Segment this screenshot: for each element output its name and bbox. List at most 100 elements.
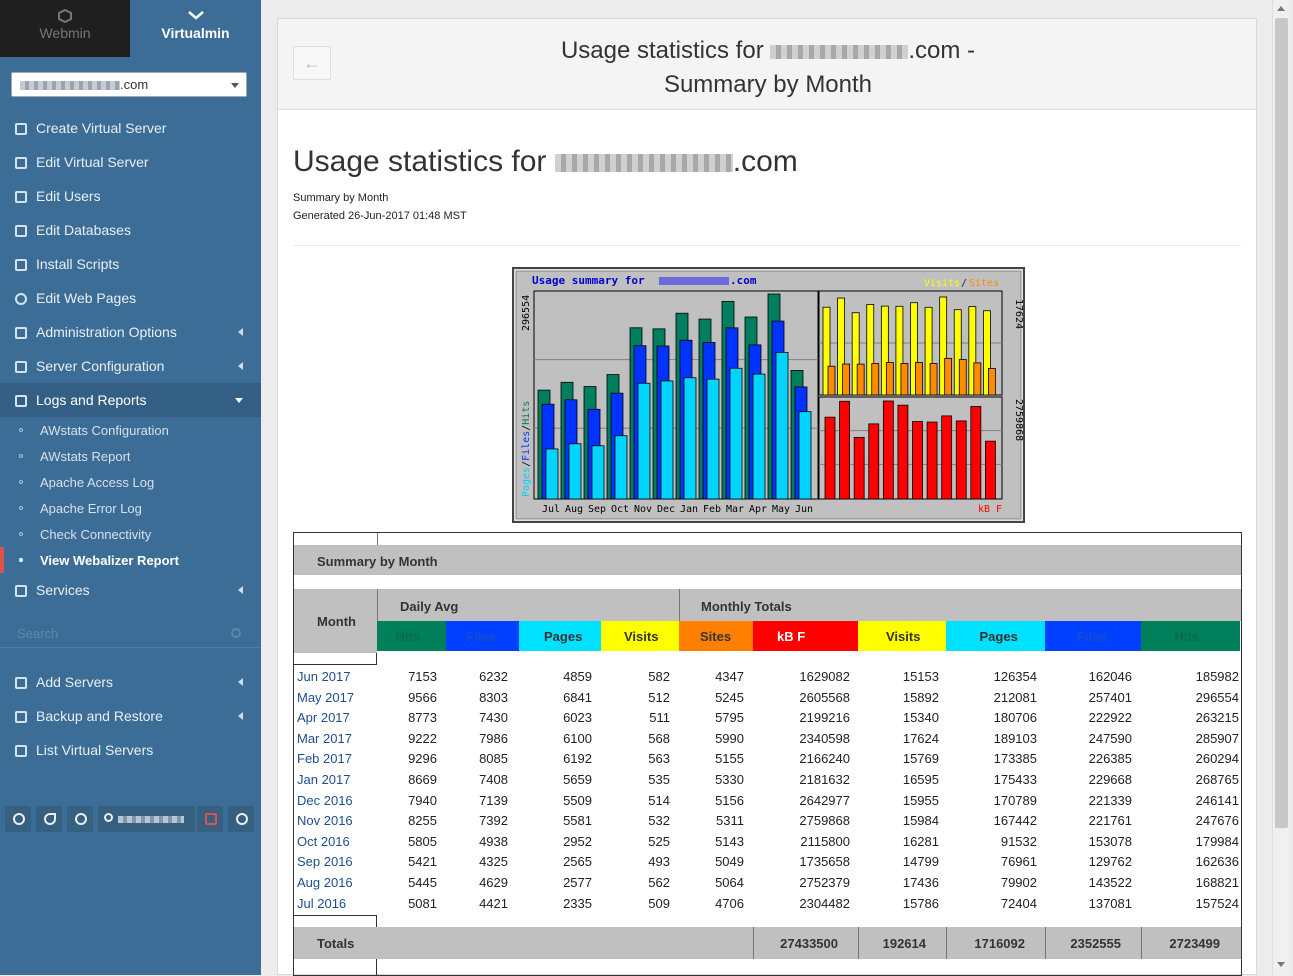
scroll-thumb[interactable] — [1275, 18, 1288, 828]
main-menu: Create Virtual Server Edit Virtual Server… — [0, 111, 261, 417]
menu-item-create-virtual-server[interactable]: Create Virtual Server — [0, 111, 261, 145]
table-cell: 2181632 — [799, 772, 850, 787]
month-link[interactable]: Dec 2016 — [297, 792, 353, 808]
caret-down-icon — [231, 83, 239, 88]
table-cell: 180706 — [993, 710, 1037, 726]
user-icon — [104, 813, 113, 822]
menu-item-backup-and-restore[interactable]: Backup and Restore — [0, 699, 261, 733]
month-link[interactable]: Jul 2016 — [297, 895, 347, 911]
dashboard-button[interactable] — [5, 806, 31, 832]
webmin-tab[interactable]: Webmin — [0, 0, 130, 57]
menu-item-label: Create Virtual Server — [36, 120, 167, 136]
menu-item-edit-databases[interactable]: Edit Databases — [0, 213, 261, 247]
night-mode-button[interactable] — [36, 806, 62, 832]
table-cell: 296554 — [1195, 689, 1239, 705]
table-cell: 2166240 — [799, 751, 850, 767]
table-cell: 15955 — [902, 792, 939, 808]
table-cell: 509 — [648, 895, 670, 911]
table-cell: 6023 — [563, 710, 592, 726]
domain-select[interactable]: .com — [11, 72, 247, 97]
table-cell: 129762 — [1088, 854, 1132, 870]
month-link[interactable]: Oct 2016 — [297, 833, 350, 849]
visits-bar — [851, 312, 860, 396]
bullet-icon — [19, 506, 23, 510]
scroll-up-icon[interactable] — [1277, 6, 1285, 11]
table-cell: 582 — [648, 669, 670, 684]
back-button[interactable]: ← — [293, 46, 331, 80]
y-max-kbf-label: 2759868 — [1013, 399, 1023, 441]
menu-item-services[interactable]: Services — [0, 573, 261, 607]
month-link[interactable]: Apr 2017 — [297, 710, 350, 726]
month-link[interactable]: Mar 2017 — [297, 730, 352, 746]
menu-item-edit-virtual-server[interactable]: Edit Virtual Server — [0, 145, 261, 179]
menu-item-logs-and-reports[interactable]: Logs and Reports — [0, 383, 261, 417]
chart-bevel — [515, 270, 1022, 520]
totals-cell: 2723499 — [1169, 936, 1220, 951]
logout-icon — [205, 813, 217, 825]
table-cell: 8669 — [408, 772, 437, 787]
month-link[interactable]: Jan 2017 — [297, 772, 351, 787]
visits-bar — [837, 297, 845, 396]
table-cell: 7153 — [408, 669, 437, 684]
report-heading: Usage statistics for .com — [293, 145, 798, 179]
users-icon — [15, 191, 27, 203]
menu-item-add-servers[interactable]: Add Servers — [0, 665, 261, 699]
script-icon — [15, 259, 27, 271]
pages-bar — [591, 445, 605, 500]
submenu-item-check-connectivity[interactable]: Check Connectivity — [0, 521, 261, 547]
logs-submenu: AWstats Configuration AWstats Report Apach… — [0, 417, 261, 573]
menu-item-install-scripts[interactable]: Install Scripts — [0, 247, 261, 281]
menu-item-edit-users[interactable]: Edit Users — [0, 179, 261, 213]
menu-item-edit-web-pages[interactable]: Edit Web Pages — [0, 281, 261, 315]
menu-item-list-virtual-servers[interactable]: List Virtual Servers — [0, 733, 261, 767]
submenu-item-view-webalizer-report[interactable]: View Webalizer Report — [0, 547, 261, 573]
pages-bar — [614, 435, 628, 500]
month-link[interactable]: May 2017 — [297, 689, 355, 705]
submenu-item-label: View Webalizer Report — [40, 553, 179, 568]
y-max-visits-label: 17624 — [1013, 299, 1023, 329]
refresh-button[interactable] — [228, 806, 254, 832]
table-cell: 170789 — [993, 792, 1037, 808]
submenu-item-label: Check Connectivity — [40, 527, 152, 542]
y-axis-legend: Pages/Files/Hits — [521, 401, 532, 497]
submenu-item-apache-error-log[interactable]: Apache Error Log — [0, 495, 261, 521]
table-cell: 263215 — [1195, 710, 1239, 726]
table-cell: 5081 — [408, 895, 437, 911]
domain-redacted — [770, 44, 909, 59]
column-header-hits: Hits — [377, 621, 446, 651]
sites-bar — [827, 365, 836, 396]
logout-button[interactable] — [197, 806, 223, 832]
table-cell: 2340598 — [799, 730, 850, 746]
submenu-item-awstats-report[interactable]: AWstats Report — [0, 443, 261, 469]
sidebar-search[interactable]: Search — [0, 618, 261, 648]
user-button[interactable] — [98, 806, 195, 832]
month-link[interactable]: Sep 2016 — [297, 854, 353, 870]
table-cell: 5330 — [715, 772, 744, 787]
page-scrollbar[interactable] — [1272, 0, 1289, 975]
table-cell: 79902 — [1000, 875, 1037, 890]
month-link[interactable]: Nov 2016 — [297, 813, 353, 829]
sidebar: Webmin Virtualmin .com Create Virtual Se… — [0, 0, 261, 975]
table-cell: 17624 — [902, 730, 939, 746]
table-row: Feb 2017 9296 8085 6192 563 5155 2166240 15769 1… — [294, 748, 1241, 768]
settings-button[interactable] — [67, 806, 93, 832]
scroll-down-icon[interactable] — [1277, 962, 1285, 967]
virtualmin-tab[interactable]: Virtualmin — [130, 0, 261, 57]
table-cell: 5990 — [715, 730, 744, 746]
menu-item-administration-options[interactable]: Administration Options — [0, 315, 261, 349]
table-cell: 532 — [648, 813, 670, 829]
table-cell: 257401 — [1088, 689, 1132, 705]
column-header-label: Sites — [700, 629, 732, 644]
column-header-label: Visits — [886, 629, 921, 644]
submenu-item-apache-access-log[interactable]: Apache Access Log — [0, 469, 261, 495]
search-icon — [231, 628, 241, 638]
month-link[interactable]: Jun 2017 — [297, 669, 351, 684]
month-link[interactable]: Feb 2017 — [297, 751, 352, 767]
sites-bar — [915, 361, 923, 396]
month-link[interactable]: Aug 2016 — [297, 875, 353, 890]
page-title: Usage statistics for .com - Summary by M… — [518, 34, 1018, 102]
menu-item-server-configuration[interactable]: Server Configuration — [0, 349, 261, 383]
column-header-visits: Visits — [601, 621, 679, 651]
menu-item-label: Server Configuration — [36, 358, 165, 374]
submenu-item-awstats-configuration[interactable]: AWstats Configuration — [0, 417, 261, 443]
